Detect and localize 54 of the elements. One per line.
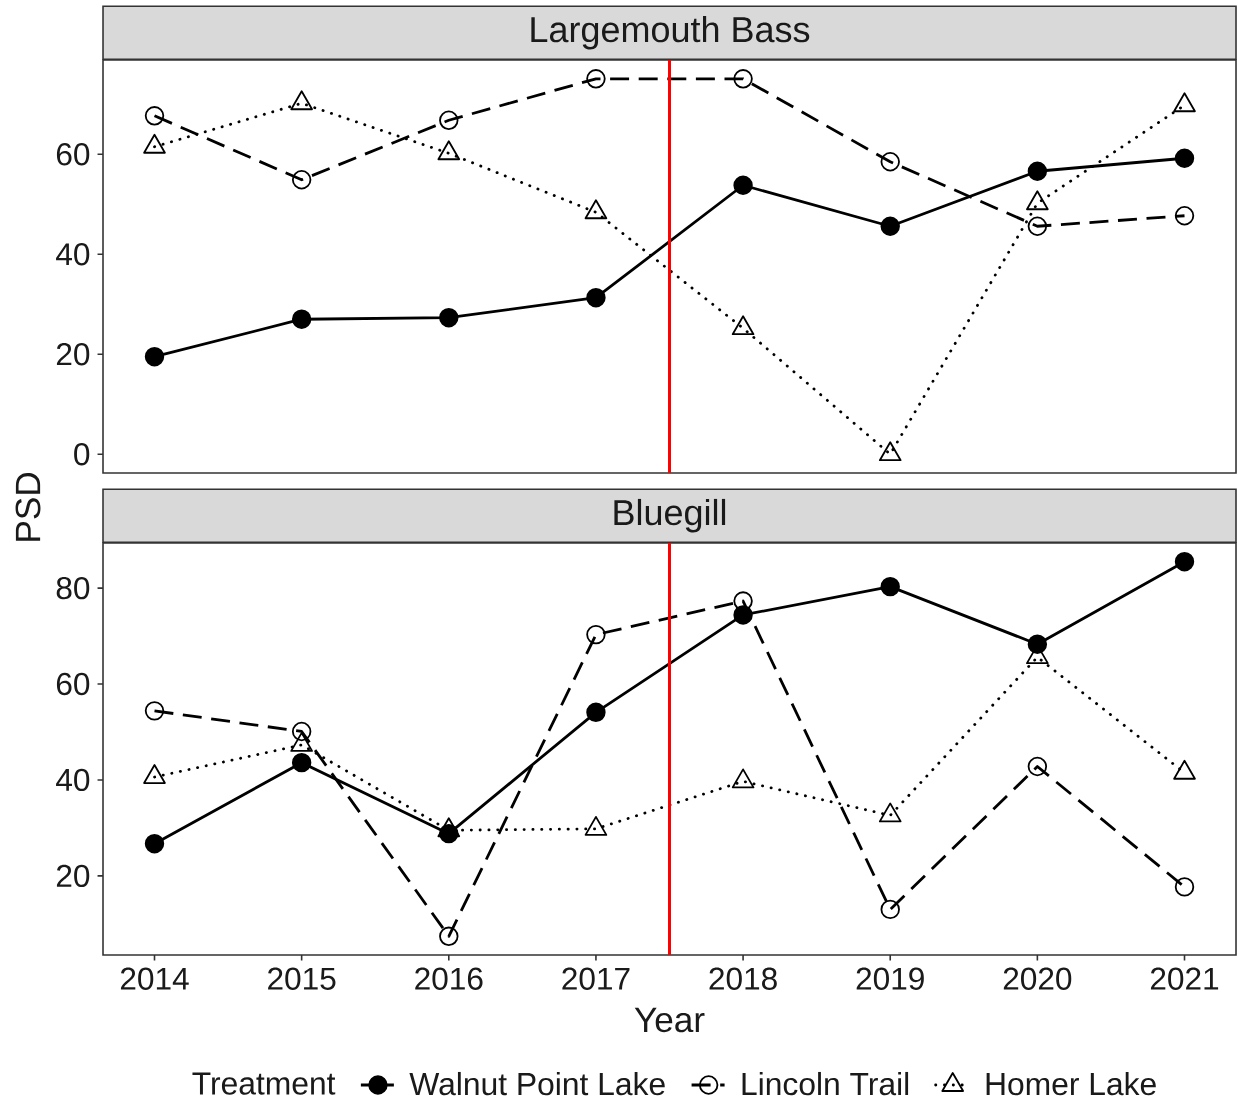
point (733, 591, 753, 611)
point (439, 926, 459, 946)
x-tick-label: 2018 (709, 967, 777, 990)
y-tick-label: 60 (56, 672, 90, 696)
y-tick-label: 80 (56, 576, 90, 600)
legend-label: Lincoln Trail (742, 1071, 909, 1096)
x-axis-title: Year (634, 1007, 705, 1033)
y-axis-title: PSD (15, 472, 41, 541)
x-tick-label: 2015 (268, 967, 336, 990)
point (880, 899, 900, 920)
chart-title: Largemouth Bass (531, 15, 810, 50)
point (1174, 148, 1195, 168)
point (144, 701, 165, 721)
point (1174, 552, 1195, 572)
y-tick-label: 40 (56, 768, 90, 792)
point (586, 69, 606, 89)
y-tick-label: 40 (56, 243, 90, 266)
y-tick-label: 0 (74, 443, 90, 466)
point (880, 576, 900, 597)
y-tick-label: 60 (56, 143, 90, 166)
point (291, 721, 312, 742)
point (291, 752, 312, 773)
legend-label: Walnut Point Lake (409, 1071, 665, 1096)
chart-title: Bluegill (614, 498, 726, 533)
point (439, 308, 459, 328)
x-tick-label: 2019 (856, 967, 924, 990)
point (733, 605, 753, 625)
point (880, 152, 900, 172)
point (1027, 756, 1048, 777)
point (1174, 877, 1195, 897)
point (144, 834, 165, 854)
point (586, 288, 606, 308)
legend-label: Homer Lake (986, 1071, 1156, 1096)
x-tick-label: 2021 (1150, 967, 1219, 990)
point (733, 69, 753, 89)
point (1027, 161, 1048, 181)
x-tick-label: 2016 (415, 967, 483, 990)
point (144, 106, 165, 126)
point (291, 309, 312, 329)
point (1027, 216, 1048, 236)
point (586, 702, 606, 723)
x-tick-label: 2014 (120, 967, 189, 990)
point (291, 170, 312, 190)
point (144, 347, 165, 367)
x-tick-label: 2017 (562, 967, 630, 990)
point (1174, 206, 1195, 226)
legend-title: Treatment (192, 1072, 336, 1095)
x-tick-label: 2020 (1003, 967, 1072, 990)
point (733, 175, 753, 195)
point (586, 624, 606, 645)
point (439, 110, 459, 130)
y-tick-label: 20 (56, 343, 90, 366)
point (880, 216, 900, 236)
y-tick-label: 20 (56, 864, 90, 888)
